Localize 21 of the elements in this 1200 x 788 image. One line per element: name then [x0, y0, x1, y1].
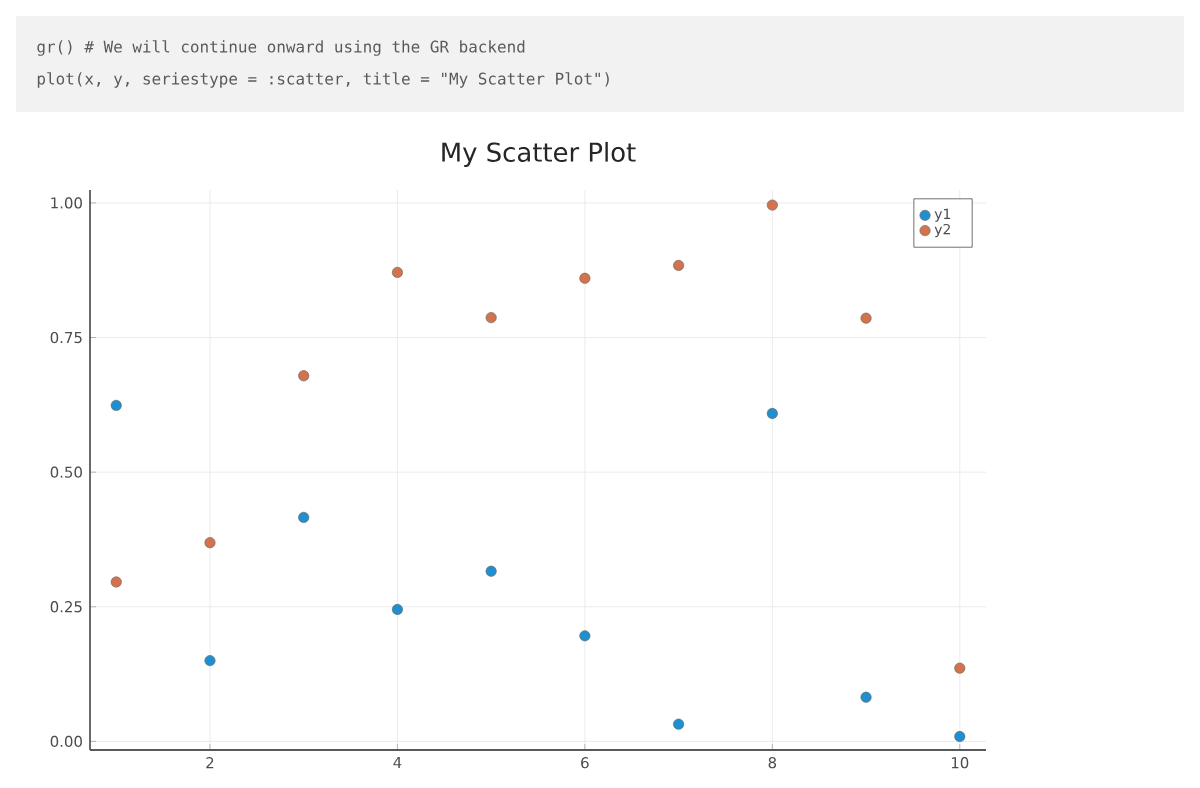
- point: [110, 399, 122, 411]
- point: [110, 576, 122, 588]
- point: [204, 537, 216, 549]
- point: [860, 312, 872, 324]
- point: [391, 266, 403, 278]
- point: [579, 630, 591, 642]
- point: [298, 511, 310, 523]
- point: [485, 565, 497, 577]
- point: [391, 603, 403, 615]
- point: [485, 312, 497, 324]
- point: [766, 407, 778, 419]
- point: [673, 718, 685, 730]
- point: [673, 259, 685, 271]
- chart-title: My Scatter Plot: [442, 141, 636, 167]
- point: [954, 731, 966, 743]
- point: [298, 370, 310, 382]
- point: [204, 655, 216, 667]
- point: [766, 199, 778, 211]
- point: [954, 662, 966, 674]
- point: [579, 272, 591, 284]
- point: [860, 691, 872, 703]
